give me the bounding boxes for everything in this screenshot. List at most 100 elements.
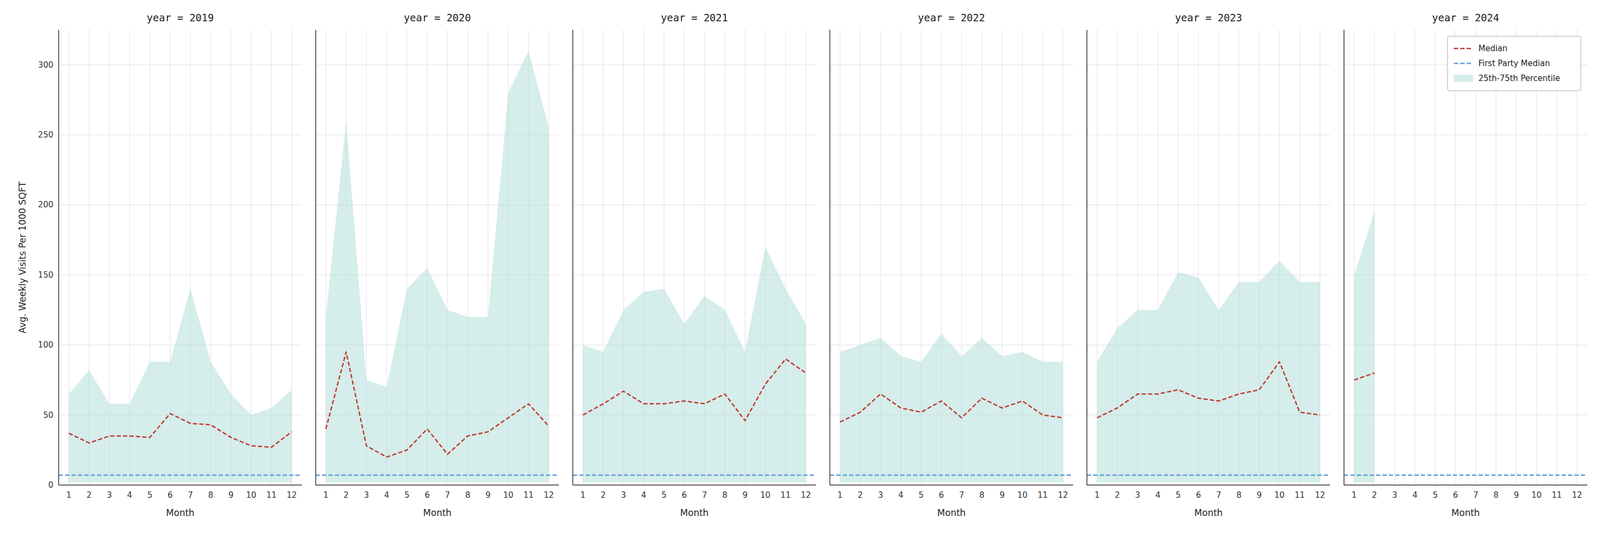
y-tick-label: 150	[37, 270, 54, 280]
grid-line	[1086, 134, 1331, 136]
x-axis-line	[829, 484, 1074, 486]
x-tick-label: 9	[485, 490, 491, 501]
panel: 123456789101112year = 2022Month	[829, 11, 1074, 519]
x-tick-label: 5	[918, 490, 924, 501]
x-tick-label: 6	[167, 490, 173, 501]
grid-line	[1496, 29, 1497, 486]
percentile-band	[840, 333, 1063, 483]
panel-title: year = 2021	[660, 11, 728, 24]
grid-line	[58, 485, 302, 486]
grid-line	[572, 134, 816, 136]
x-tick-label: 5	[1175, 490, 1181, 501]
x-tick-label: 2	[86, 490, 92, 501]
x-tick-label: 11	[780, 490, 791, 501]
x-tick-label: 7	[187, 490, 194, 501]
reference-line	[315, 474, 559, 477]
x-axis-line	[315, 484, 559, 486]
x-tick-label: 8	[979, 490, 985, 501]
plot-area	[315, 50, 559, 483]
grid-line	[1344, 414, 1588, 416]
y-tick-label: 0	[48, 480, 54, 491]
grid-line	[572, 485, 816, 486]
grid-line	[58, 274, 302, 276]
plot-area	[1344, 212, 1588, 483]
grid-line	[58, 64, 302, 66]
x-tick-label: 3	[1134, 490, 1141, 501]
reference-line	[829, 474, 1074, 477]
x-tick-label: 7	[1473, 490, 1479, 501]
legend-entry: First Party Median	[1478, 58, 1550, 69]
percentile-band	[1354, 212, 1375, 483]
x-tick-label: 1	[323, 490, 329, 501]
reference-line	[1344, 474, 1588, 477]
grid-line	[1086, 485, 1331, 486]
x-tick-label: 10	[1274, 490, 1285, 501]
x-tick-label: 8	[208, 490, 214, 501]
legend-swatch	[1453, 48, 1474, 50]
percentile-band	[1097, 261, 1320, 483]
legend-box	[1447, 36, 1581, 91]
legend: MedianFirst Party Median25th-75th Percen…	[1447, 36, 1581, 91]
x-tick-label: 4	[1155, 490, 1161, 501]
y-tick-label: 200	[37, 200, 54, 210]
plot-area	[1086, 261, 1331, 483]
x-tick-label: 4	[641, 490, 647, 501]
grid-line	[1344, 485, 1588, 486]
percentile-band	[582, 246, 806, 483]
grid-line	[58, 134, 302, 136]
x-tick-label: 6	[424, 490, 430, 501]
x-axis-label: Month	[1451, 507, 1480, 519]
x-axis-label: Month	[937, 507, 966, 519]
plot-area	[829, 333, 1074, 483]
median-line	[1354, 373, 1375, 381]
legend-swatch	[1453, 74, 1474, 83]
x-tick-label: 3	[620, 490, 627, 501]
x-tick-label: 8	[722, 490, 728, 501]
median-line	[1097, 362, 1320, 419]
x-tick-label: 10	[1017, 490, 1028, 501]
legend-entry: 25th-75th Percentile	[1478, 73, 1560, 84]
y-tick-label: 50	[43, 410, 54, 421]
median-line	[325, 352, 549, 458]
y-axis-line	[1343, 29, 1345, 486]
panel-title: year = 2024	[1432, 11, 1500, 24]
y-tick-label: 300	[37, 60, 54, 70]
grid-line	[1394, 29, 1396, 486]
grid	[829, 29, 1074, 486]
grid-line	[1086, 204, 1331, 206]
x-tick-label: 4	[1412, 490, 1418, 501]
x-tick-label: 10	[1531, 490, 1542, 501]
x-axis-label: Month	[1194, 507, 1223, 519]
x-axis-label: Month	[422, 507, 452, 519]
x-tick-label: 1	[1351, 490, 1357, 501]
grid-line	[1536, 29, 1538, 486]
x-tick-label: 12	[1057, 490, 1068, 501]
percentile-band	[325, 50, 549, 483]
x-axis-line	[58, 484, 302, 486]
y-axis-line	[829, 29, 831, 486]
grid	[58, 29, 302, 486]
y-axis-line	[572, 29, 574, 486]
x-axis-line	[1086, 484, 1331, 486]
panel: 123456789101112050100150200250300year = …	[17, 11, 302, 519]
x-tick-label: 7	[1216, 490, 1222, 501]
x-tick-label: 3	[877, 490, 884, 501]
x-tick-label: 12	[800, 490, 811, 501]
grid-line	[1086, 274, 1331, 276]
y-tick-label: 100	[37, 340, 54, 350]
reference-line	[1086, 474, 1331, 477]
grid-line	[1414, 29, 1416, 486]
y-axis-line	[1086, 29, 1088, 486]
x-tick-label: 12	[1571, 490, 1582, 501]
x-tick-label: 7	[958, 490, 965, 501]
x-tick-label: 5	[1432, 490, 1438, 501]
legend-swatch	[1453, 62, 1474, 65]
x-tick-label: 8	[465, 490, 471, 501]
x-tick-label: 6	[681, 490, 687, 501]
x-tick-label: 4	[126, 490, 133, 501]
x-tick-label: 3	[363, 490, 370, 501]
grid-line	[829, 274, 1074, 276]
plot-area	[572, 246, 816, 483]
grid-line	[1556, 29, 1558, 486]
x-tick-label: 12	[1314, 490, 1325, 501]
